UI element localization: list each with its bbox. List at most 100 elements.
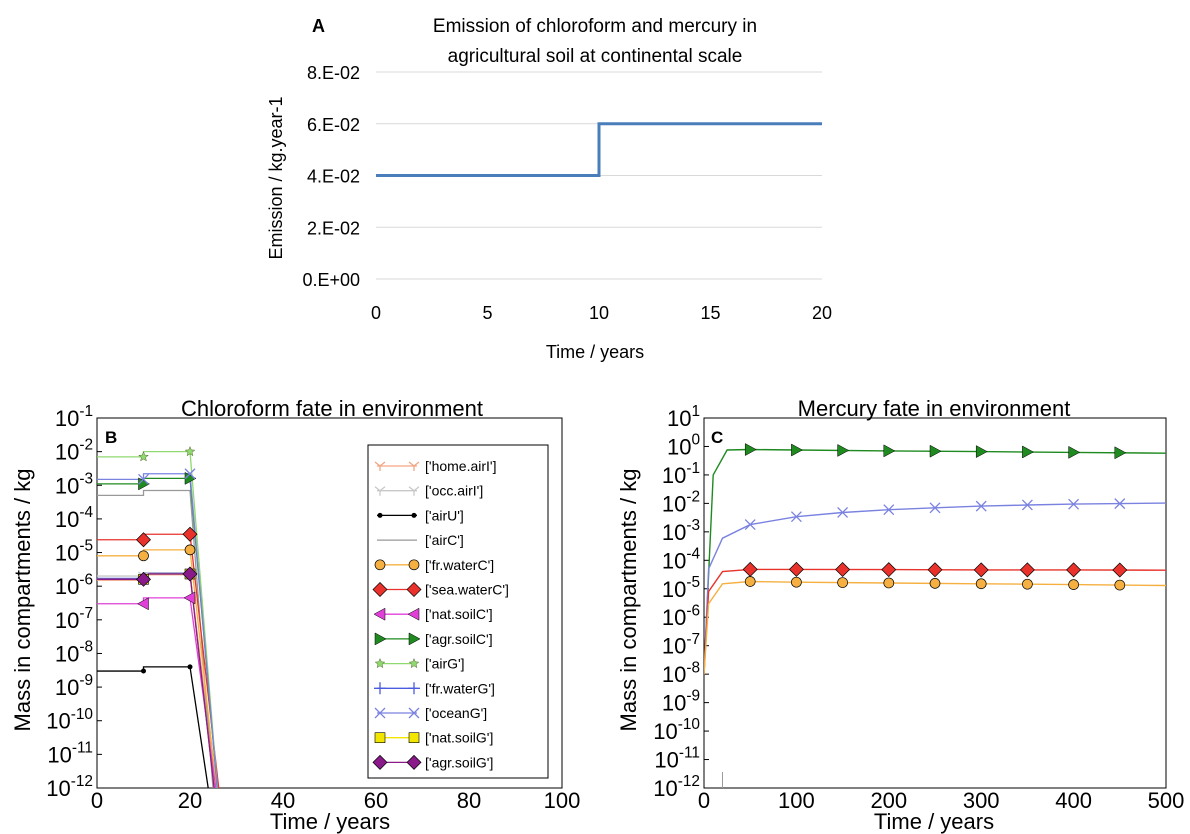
- panel-c-marker: [1114, 446, 1127, 460]
- panel-c-plot-area: [704, 443, 1166, 788]
- panel-c-marker: [744, 576, 756, 587]
- panel-a-x-tick-label: 0: [371, 303, 381, 323]
- panel-c-series-line: [704, 448, 1166, 675]
- panel-b-y-tick-label: 10-8: [55, 639, 93, 667]
- panel-b-title: Chloroform fate in environment: [181, 396, 483, 421]
- panel-a-series: [376, 122, 822, 177]
- legend-marker: [408, 657, 420, 669]
- panel-c-marker: [1068, 445, 1081, 459]
- legend-marker: [408, 682, 420, 695]
- panel-c-y-tick-label: 10-8: [662, 659, 700, 687]
- panel-b-y-tick-label: 10-5: [55, 538, 93, 566]
- panel-c-y-tick-label: 10-9: [662, 688, 700, 716]
- panel-b-y-tick-label: 10-4: [55, 504, 94, 532]
- panel-c-marker: [929, 578, 941, 589]
- legend-label: ['agr.soilG']: [425, 754, 493, 770]
- legend-marker: [377, 512, 383, 518]
- panel-c-y-tick-label: 10-3: [662, 517, 700, 545]
- panel-a-x-tick-label: 10: [589, 303, 609, 323]
- panel-c-x-tick-label: 100: [778, 788, 815, 813]
- panel-b-marker: [184, 468, 196, 480]
- panel-b-y-tick-label: 10-11: [47, 739, 93, 767]
- panel-b-x-label: Time / years: [270, 809, 390, 834]
- panel-c-y-tick-label: 10-11: [654, 745, 700, 773]
- legend-marker: [374, 707, 386, 719]
- panel-b-y-tick-label: 10-6: [55, 571, 93, 599]
- panel-c-y-tick-label: 10-7: [662, 631, 700, 659]
- panel-c-marker: [1114, 579, 1126, 591]
- legend-label: ['nat.soilG']: [425, 730, 493, 746]
- panel-c-marker: [975, 578, 987, 590]
- legend-marker: [411, 512, 417, 518]
- legend-marker: [374, 732, 386, 744]
- panel-c-marker: [881, 562, 897, 578]
- panel-c-marker: [883, 444, 896, 458]
- legend-marker: [408, 732, 420, 744]
- panel-c-marker: [837, 444, 850, 457]
- legend-marker: [374, 682, 386, 695]
- panel-b-marker: [138, 473, 149, 485]
- panel-a-chart: A Emission of chloroform and mercury in …: [266, 16, 832, 362]
- panel-c-marker: [1112, 562, 1128, 578]
- panel-c-y-tick-label: 10-12: [653, 773, 700, 801]
- panel-b-series-line: [97, 549, 218, 788]
- panel-b-x-tick-label: 60: [364, 788, 388, 813]
- panel-b-marker: [141, 668, 146, 674]
- panel-c-marker: [883, 577, 895, 589]
- panel-b-x-tick-label: 100: [544, 788, 581, 813]
- panel-c-x-tick-label: 500: [1148, 788, 1185, 813]
- panel-b-y-label: Mass in compartments / kg: [10, 469, 35, 732]
- panel-a-x-label: Time / years: [546, 342, 644, 362]
- legend-marker: [374, 559, 386, 571]
- panel-c-marker: [927, 562, 943, 578]
- panel-b-marker: [136, 597, 149, 611]
- panel-c-marker: [929, 444, 942, 458]
- panel-b-marker: [136, 571, 151, 587]
- panel-a-y-tick-label: 6.E-02: [307, 115, 360, 135]
- panel-c-y-tick-label: 100: [667, 432, 700, 460]
- legend-marker: [374, 632, 387, 646]
- panel-a-y-ticks: 0.E+00 2.E-02 4.E-02 6.E-02 8.E-02: [302, 63, 360, 290]
- legend-label: ['airU']: [425, 507, 464, 523]
- panel-a-x-ticks: 0 5 10 15 20: [371, 303, 832, 323]
- panel-b-y-tick-label: 10-12: [46, 773, 93, 801]
- legend-marker: [374, 461, 386, 471]
- panel-b-marker: [138, 550, 149, 562]
- panel-c-marker: [1022, 445, 1034, 459]
- legend-marker: [373, 607, 386, 621]
- panel-a-x-tick-label: 20: [812, 303, 832, 323]
- panel-b-y-tick-label: 10-10: [46, 706, 93, 734]
- legend-label: ['agr.soilC']: [425, 631, 493, 647]
- legend-marker: [408, 461, 420, 471]
- panel-b-x-tick-label: 20: [178, 788, 202, 813]
- panel-c-y-tick-label: 10-2: [662, 488, 700, 516]
- legend-marker: [408, 559, 420, 571]
- legend-marker: [406, 582, 422, 597]
- panel-c-x-tick-label: 300: [963, 788, 1000, 813]
- legend-marker: [408, 707, 420, 719]
- panel-a-y-tick-label: 2.E-02: [307, 218, 360, 238]
- panel-a-y-tick-label: 8.E-02: [307, 63, 360, 83]
- panel-b-series-line: [97, 489, 214, 788]
- panel-a-title-line1: Emission of chloroform and mercury in: [433, 16, 757, 37]
- panel-b-marker: [182, 566, 198, 582]
- legend-marker: [372, 582, 388, 597]
- legend-label: ['fr.waterC']: [425, 557, 494, 573]
- panel-b-x-tick-label: 0: [91, 788, 103, 813]
- panel-b-marker: [138, 451, 149, 462]
- panel-c-title: Mercury fate in environment: [798, 396, 1071, 421]
- legend-label: ['home.airI']: [425, 458, 496, 474]
- legend-marker: [408, 486, 420, 496]
- legend-marker: [406, 754, 422, 770]
- panel-c-marker: [791, 576, 802, 588]
- panel-b-x-tick-label: 80: [457, 788, 481, 813]
- panel-c-marker: [1114, 498, 1126, 510]
- panel-c-marker: [742, 561, 758, 577]
- panel-a-x-tick-label: 5: [482, 303, 492, 323]
- panel-c-marker: [837, 506, 849, 518]
- panel-b-series: [97, 445, 220, 788]
- panel-c-x-ticks: 0 100 200 300 400 500: [698, 788, 1184, 813]
- panel-c-y-ticks: 10-1210-1110-1010-910-810-710-610-510-41…: [653, 403, 709, 801]
- panel-b-series-line: [97, 597, 217, 788]
